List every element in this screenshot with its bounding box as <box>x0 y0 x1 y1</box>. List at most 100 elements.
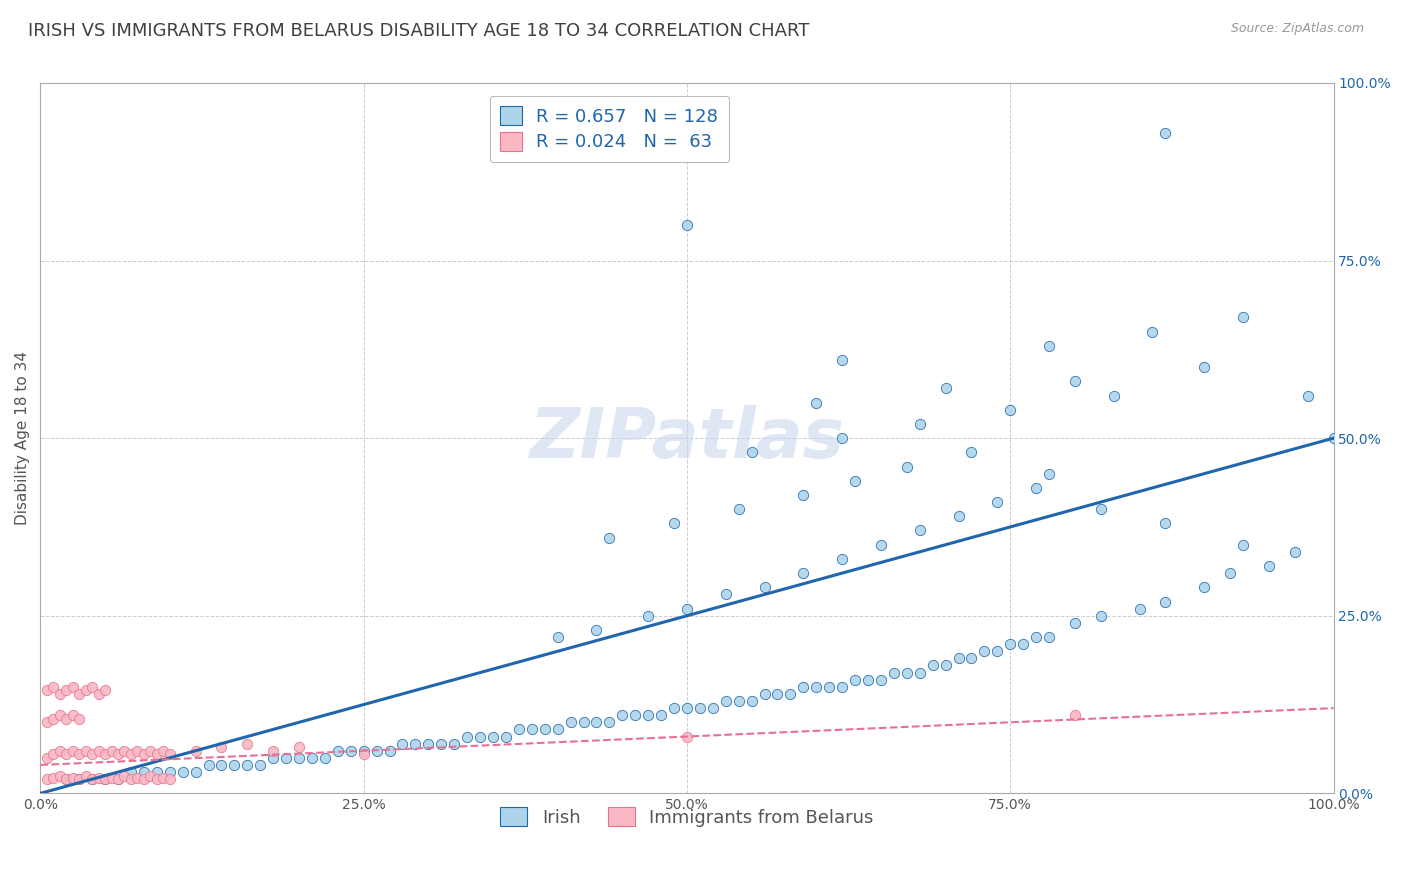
Point <box>676 218 699 232</box>
Point <box>42 712 65 726</box>
Point <box>1038 339 1060 353</box>
Point <box>779 687 801 701</box>
Point <box>741 445 763 459</box>
Point <box>132 747 155 762</box>
Point <box>547 723 569 737</box>
Point <box>1064 615 1087 630</box>
Point <box>67 712 90 726</box>
Point <box>67 772 90 786</box>
Point <box>127 744 149 758</box>
Legend: Irish, Immigrants from Belarus: Irish, Immigrants from Belarus <box>494 800 880 834</box>
Y-axis label: Disability Age 18 to 34: Disability Age 18 to 34 <box>15 351 30 525</box>
Point <box>986 495 1008 509</box>
Point <box>404 737 426 751</box>
Point <box>224 758 246 772</box>
Point <box>948 651 970 665</box>
Point <box>908 665 931 680</box>
Point <box>1219 566 1241 581</box>
Point <box>49 687 72 701</box>
Point <box>935 381 957 395</box>
Point <box>62 744 84 758</box>
Point <box>702 701 724 715</box>
Point <box>301 751 323 765</box>
Point <box>236 737 259 751</box>
Point <box>1284 545 1306 559</box>
Point <box>114 744 136 758</box>
Point <box>1025 630 1047 644</box>
Point <box>960 445 983 459</box>
Point <box>1012 637 1035 651</box>
Point <box>35 683 58 698</box>
Point <box>676 701 699 715</box>
Point <box>921 658 943 673</box>
Point <box>741 694 763 708</box>
Point <box>288 751 311 765</box>
Point <box>159 747 181 762</box>
Point <box>67 747 90 762</box>
Point <box>55 747 77 762</box>
Point <box>908 524 931 538</box>
Point <box>766 687 789 701</box>
Point <box>637 708 659 723</box>
Point <box>55 772 77 786</box>
Point <box>75 683 97 698</box>
Point <box>973 644 995 658</box>
Point <box>1232 310 1254 325</box>
Point <box>754 580 776 594</box>
Point <box>132 772 155 786</box>
Point <box>326 744 349 758</box>
Point <box>714 587 737 601</box>
Point <box>67 772 90 786</box>
Point <box>107 772 129 786</box>
Point <box>132 765 155 780</box>
Point <box>87 771 110 785</box>
Point <box>844 673 866 687</box>
Point <box>94 683 117 698</box>
Point <box>1064 708 1087 723</box>
Point <box>1025 481 1047 495</box>
Point <box>49 768 72 782</box>
Point <box>100 771 122 785</box>
Point <box>960 651 983 665</box>
Point <box>1102 388 1125 402</box>
Point <box>55 772 77 786</box>
Point <box>1296 388 1319 402</box>
Point <box>35 772 58 786</box>
Point <box>82 772 104 786</box>
Point <box>727 502 749 516</box>
Point <box>55 712 77 726</box>
Point <box>146 747 169 762</box>
Point <box>572 715 595 730</box>
Point <box>1257 559 1279 574</box>
Point <box>754 687 776 701</box>
Point <box>55 683 77 698</box>
Point <box>197 758 219 772</box>
Point <box>339 744 361 758</box>
Text: Source: ZipAtlas.com: Source: ZipAtlas.com <box>1230 22 1364 36</box>
Point <box>62 771 84 785</box>
Point <box>114 768 136 782</box>
Point <box>533 723 555 737</box>
Point <box>378 744 401 758</box>
Point <box>443 737 465 751</box>
Point <box>908 417 931 431</box>
Point <box>236 758 259 772</box>
Point <box>49 708 72 723</box>
Point <box>159 772 181 786</box>
Point <box>94 772 117 786</box>
Point <box>986 644 1008 658</box>
Point <box>585 715 607 730</box>
Point <box>172 765 194 780</box>
Point <box>676 601 699 615</box>
Point <box>262 744 284 758</box>
Point <box>495 730 517 744</box>
Point <box>49 744 72 758</box>
Point <box>520 723 543 737</box>
Point <box>662 701 685 715</box>
Point <box>650 708 672 723</box>
Point <box>1064 374 1087 388</box>
Point <box>391 737 413 751</box>
Point <box>637 608 659 623</box>
Point <box>856 673 879 687</box>
Point <box>1038 630 1060 644</box>
